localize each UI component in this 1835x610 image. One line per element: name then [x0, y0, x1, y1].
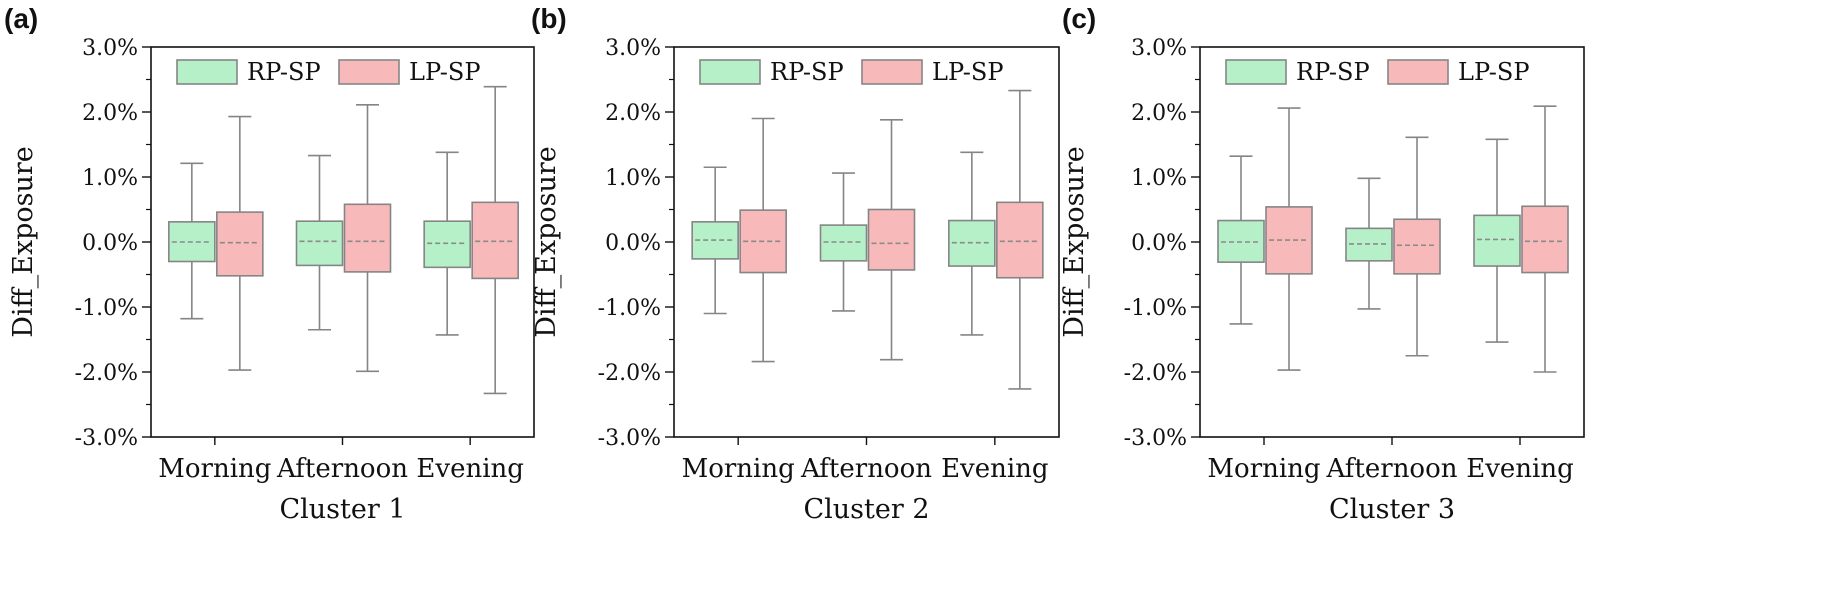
- box-body: [1473, 214, 1521, 267]
- legend: RP-SP LP-SP: [1225, 58, 1529, 86]
- box-rp-sp-afternoon: [295, 154, 344, 331]
- panel-label: (b): [531, 3, 567, 34]
- y-tick-label: 3.0%: [1131, 36, 1187, 61]
- box-lp-sp-morning: [216, 115, 264, 371]
- legend-swatch-lp-sp: [338, 59, 400, 85]
- x-tick-label: Evening: [941, 454, 1049, 484]
- chart-panel-2: (b) 3.0% 2.0% 1.0% 0.0% -1.0% -2.0% -3.0% Diff_E…: [531, 3, 1060, 525]
- y-tick-label: 3.0%: [82, 36, 138, 61]
- x-axis-title: Cluster 3: [1329, 494, 1455, 525]
- box-body: [1521, 205, 1569, 274]
- y-tick-label: 2.0%: [1131, 101, 1187, 126]
- y-tick-label: -2.0%: [1124, 361, 1187, 386]
- box-body: [216, 211, 264, 277]
- box-body: [471, 201, 519, 280]
- y-axis-title: Diff_Exposure: [1059, 146, 1090, 338]
- legend-label: LP-SP: [1458, 58, 1529, 86]
- box-body: [867, 208, 916, 271]
- legend-label: LP-SP: [409, 58, 480, 86]
- y-tick-label: 1.0%: [605, 166, 661, 191]
- box-rp-sp-morning: [1217, 155, 1265, 325]
- box-lp-sp-afternoon: [867, 119, 916, 361]
- x-axis-title: Cluster 2: [803, 494, 929, 525]
- box-rp-sp-evening: [948, 151, 996, 336]
- legend: RP-SP LP-SP: [699, 58, 1003, 86]
- panel-label: (c): [1062, 3, 1096, 34]
- y-tick-label: -3.0%: [1124, 426, 1187, 451]
- x-tick-label: Evening: [416, 454, 524, 484]
- x-tick-label: Morning: [682, 454, 795, 484]
- y-tick-label: -3.0%: [75, 426, 138, 451]
- y-tick-label: 2.0%: [605, 101, 661, 126]
- y-axis-title: Diff_Exposure: [8, 146, 39, 338]
- box-body: [295, 220, 344, 267]
- y-tick-label: -2.0%: [75, 361, 138, 386]
- y-tick-label: 0.0%: [605, 231, 661, 256]
- box-rp-sp-evening: [1473, 138, 1521, 343]
- y-tick-label: -1.0%: [598, 296, 661, 321]
- x-tick-label: Afternoon: [800, 454, 932, 484]
- box-rp-sp-afternoon: [1345, 177, 1393, 310]
- legend-swatch-rp-sp: [699, 59, 761, 85]
- y-tick-label: -2.0%: [598, 361, 661, 386]
- y-axis-title: Diff_Exposure: [531, 146, 562, 338]
- box-body: [1393, 218, 1441, 275]
- legend-label: RP-SP: [247, 58, 321, 86]
- box-body: [819, 224, 868, 262]
- y-tick-label: -3.0%: [598, 426, 661, 451]
- box-rp-sp-morning: [691, 166, 739, 315]
- box-lp-sp-evening: [471, 85, 519, 395]
- box-body: [423, 220, 471, 269]
- box-rp-sp-afternoon: [819, 172, 868, 312]
- box-lp-sp-evening: [996, 89, 1044, 390]
- x-axis-title: Cluster 1: [279, 494, 405, 525]
- y-tick-label: 0.0%: [1131, 231, 1187, 256]
- legend-label: RP-SP: [1296, 58, 1370, 86]
- x-tick-label: Afternoon: [276, 454, 408, 484]
- legend-swatch-rp-sp: [176, 59, 238, 85]
- legend-label: LP-SP: [932, 58, 1003, 86]
- box-lp-sp-afternoon: [343, 104, 392, 373]
- legend-swatch-lp-sp: [1387, 59, 1449, 85]
- y-tick-label: 1.0%: [82, 166, 138, 191]
- y-tick-label: 0.0%: [82, 231, 138, 256]
- box-lp-sp-afternoon: [1393, 136, 1441, 357]
- box-lp-sp-morning: [1265, 107, 1313, 371]
- x-tick-label: Evening: [1466, 454, 1574, 484]
- y-tick-label: 3.0%: [605, 36, 661, 61]
- chart-panel-1: (a) 3.0% 2.0% 1.0% 0.0% -1.0% -2.0% -3.0% Diff_E…: [4, 3, 535, 525]
- y-tick-label: -1.0%: [75, 296, 138, 321]
- chart-panel-3: (c) 3.0% 2.0% 1.0% 0.0% -1.0% -2.0% -3.0% Diff_E…: [1059, 3, 1585, 525]
- legend: RP-SP LP-SP: [176, 58, 480, 86]
- box-rp-sp-morning: [168, 162, 216, 320]
- x-tick-label: Afternoon: [1325, 454, 1457, 484]
- box-body: [996, 201, 1044, 279]
- x-tick-label: Morning: [1207, 454, 1320, 484]
- box-body: [343, 203, 392, 273]
- y-tick-label: 1.0%: [1131, 166, 1187, 191]
- panel-label: (a): [4, 3, 38, 34]
- box-lp-sp-morning: [739, 117, 787, 363]
- box-lp-sp-evening: [1521, 105, 1569, 373]
- x-tick-label: Morning: [158, 454, 271, 484]
- legend-label: RP-SP: [770, 58, 844, 86]
- legend-swatch-rp-sp: [1225, 59, 1287, 85]
- legend-swatch-lp-sp: [861, 59, 923, 85]
- box-rp-sp-evening: [423, 151, 471, 336]
- y-tick-label: -1.0%: [1124, 296, 1187, 321]
- y-tick-label: 2.0%: [82, 101, 138, 126]
